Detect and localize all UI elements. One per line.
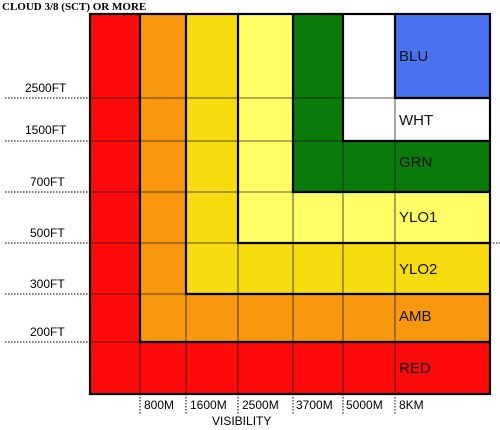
code-ylo1: YLO1	[399, 209, 437, 226]
region-boundaries	[88, 12, 492, 396]
vis-label-800m: 800M	[144, 398, 174, 412]
code-blu: BLU	[399, 48, 428, 65]
visibility-leaders	[139, 394, 396, 415]
vis-label-2500m: 2500M	[242, 398, 279, 412]
visibility-axis-title: VISIBILITY	[212, 414, 271, 428]
cloud-label-300: 300FT	[30, 277, 65, 291]
code-wht: WHT	[399, 112, 433, 129]
diagram-title: CLOUD 3/8 (SCT) OR MORE	[2, 1, 146, 13]
cloud-level-leaders	[5, 97, 500, 343]
cloud-label-200: 200FT	[30, 325, 65, 339]
vis-label-5000m: 5000M	[346, 398, 383, 412]
cloud-label-1500: 1500FT	[25, 123, 67, 137]
cloud-label-500: 500FT	[30, 226, 65, 240]
vis-label-8km: 8KM	[399, 398, 424, 412]
code-grn: GRN	[399, 154, 432, 171]
region-blu	[395, 14, 490, 98]
code-amb: AMB	[399, 308, 432, 325]
code-red: RED	[399, 360, 431, 377]
vis-label-1600m: 1600M	[190, 398, 227, 412]
cloud-label-2500: 2500FT	[25, 81, 67, 95]
vis-label-3700m: 3700M	[296, 398, 333, 412]
cloud-label-700: 700FT	[30, 175, 65, 189]
code-ylo2: YLO2	[399, 261, 437, 278]
